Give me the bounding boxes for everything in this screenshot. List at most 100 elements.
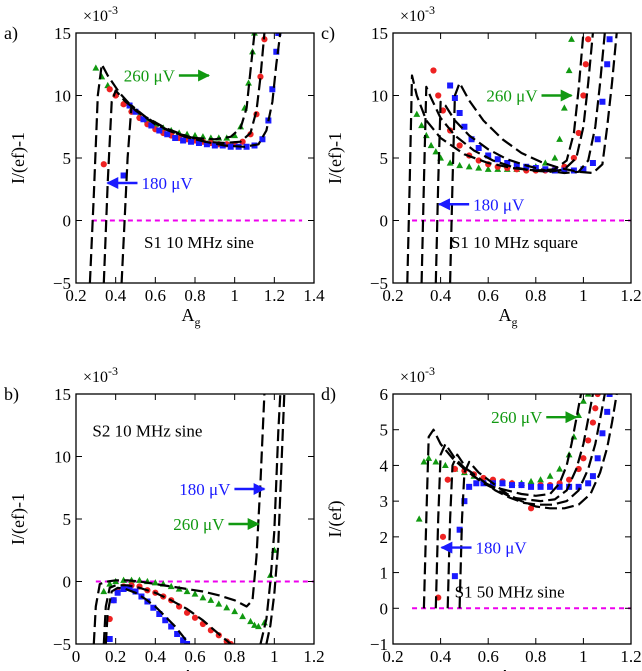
x-tick-label: 1.2 <box>620 286 641 305</box>
y-tick-label: 5 <box>63 510 72 529</box>
arrow-label: 260 μV <box>491 408 543 427</box>
data-point-s180 <box>606 36 613 43</box>
data-point-s260 <box>420 458 428 465</box>
y-tick-label: 5 <box>380 149 389 168</box>
data-point-s180 <box>140 116 147 123</box>
model-curve <box>265 394 286 644</box>
data-point-s180 <box>451 573 458 580</box>
y-tick-label: 3 <box>380 492 389 511</box>
data-point-s180 <box>203 141 210 148</box>
data-point-s260 <box>215 600 223 607</box>
model-curve <box>102 584 232 644</box>
model-curve <box>434 394 594 609</box>
data-point-s260 <box>484 165 492 172</box>
x-axis-label: Ag <box>499 666 518 671</box>
data-point-s260 <box>106 580 114 587</box>
data-point-s180 <box>195 140 202 146</box>
data-point-s260 <box>255 622 262 630</box>
y-tick-label: 0 <box>380 212 389 231</box>
data-point-s260 <box>556 135 563 142</box>
data-point-mid <box>439 533 447 540</box>
data-point-s260 <box>465 163 473 170</box>
y-axis-label: I/(ef)-1 <box>325 132 346 184</box>
data-point-mid <box>100 161 107 168</box>
data-point-s180 <box>499 480 506 487</box>
data-point-s260 <box>427 141 435 149</box>
x-tick-label: 1.4 <box>303 286 325 305</box>
arrow-label: 180 μV <box>179 480 231 499</box>
data-point-s260 <box>413 110 421 117</box>
data-point-s260 <box>551 154 559 161</box>
data-point-s180 <box>547 483 554 490</box>
x-tick-label: 1.2 <box>620 647 641 666</box>
data-point-s260 <box>422 131 430 139</box>
y-tick-label: 0 <box>63 212 72 231</box>
data-point-s180 <box>174 631 181 637</box>
data-point-s180 <box>537 483 544 490</box>
data-point-s260 <box>100 587 108 595</box>
panel-a: 0.2 0.4 0.6 0.8 1 1.2 1.4 −5 0 5 10 15 ×10-3 a) I/(ef)… <box>4 3 325 329</box>
panel-annotation: S1 10 MHz square <box>451 233 578 252</box>
scale-label: ×10-3 <box>83 364 118 386</box>
x-tick-label: 1 <box>579 286 588 305</box>
y-axis-label: I/(ef)-1 <box>8 493 29 545</box>
data-point-s180 <box>509 482 515 489</box>
data-point-s260 <box>432 458 440 465</box>
data-point-s260 <box>556 465 563 472</box>
data-point-s180 <box>589 160 596 166</box>
panel-d: 0.2 0.4 0.6 0.8 1 1.2 −1 0 1 2 3 4 5 6 ×10-3 d) I/(ef) Ag… <box>321 364 642 671</box>
data-point-mid <box>435 92 442 99</box>
data-point-s180 <box>456 110 463 116</box>
data-point-s180 <box>589 473 596 480</box>
data-point-s260 <box>560 104 568 111</box>
data-point-s180 <box>575 483 582 490</box>
y-tick-label: 6 <box>380 385 389 404</box>
x-tick-label: 1.2 <box>303 647 324 666</box>
model-curve <box>422 394 583 609</box>
data-point-s180 <box>599 98 606 105</box>
data-point-s180 <box>148 122 155 129</box>
data-point-mid <box>191 614 199 621</box>
data-point-s260 <box>167 582 175 590</box>
x-tick-label: 0.2 <box>382 286 403 305</box>
arrow-label: 180 μV <box>141 174 193 193</box>
x-tick-label: 0.6 <box>478 647 499 666</box>
data-point-s260 <box>432 148 440 155</box>
data-point-s260 <box>151 579 159 586</box>
data-point-mid <box>594 394 601 398</box>
data-point-mid <box>527 505 535 512</box>
data-point-s260 <box>475 164 483 171</box>
data-point-s180 <box>259 136 266 143</box>
y-tick-label: 4 <box>380 456 389 475</box>
x-tick-label: 0 <box>72 647 81 666</box>
y-tick-label: 5 <box>380 421 389 440</box>
data-point-s260 <box>425 454 433 461</box>
data-point-mid <box>430 67 437 74</box>
data-point-mid <box>475 157 482 164</box>
data-point-s180 <box>604 408 611 415</box>
data-point-mid <box>444 476 451 483</box>
y-tick-label: −1 <box>370 635 388 654</box>
y-tick-label: 2 <box>380 528 389 547</box>
data-point-s180 <box>599 430 606 437</box>
y-tick-label: 0 <box>63 573 72 592</box>
data-point-s180 <box>542 166 549 173</box>
x-tick-label: 0.4 <box>145 647 167 666</box>
data-point-s260 <box>527 477 535 485</box>
data-point-s180 <box>594 455 601 462</box>
data-point-s180 <box>180 637 187 644</box>
data-point-s180 <box>172 135 179 141</box>
x-tick-label: 1 <box>230 286 239 305</box>
data-point-s180 <box>114 589 121 596</box>
data-point-s180 <box>456 526 463 533</box>
data-point-s180 <box>447 82 454 89</box>
y-tick-label: 0 <box>380 599 389 618</box>
data-point-s180 <box>451 95 458 101</box>
data-point-mid <box>570 154 577 162</box>
data-point-s180 <box>604 61 611 68</box>
model-curve-group <box>422 394 618 609</box>
panel-letter: a) <box>4 23 18 44</box>
y-tick-label: −5 <box>53 274 71 293</box>
data-point-s260 <box>92 64 100 71</box>
model-curve <box>449 33 618 283</box>
